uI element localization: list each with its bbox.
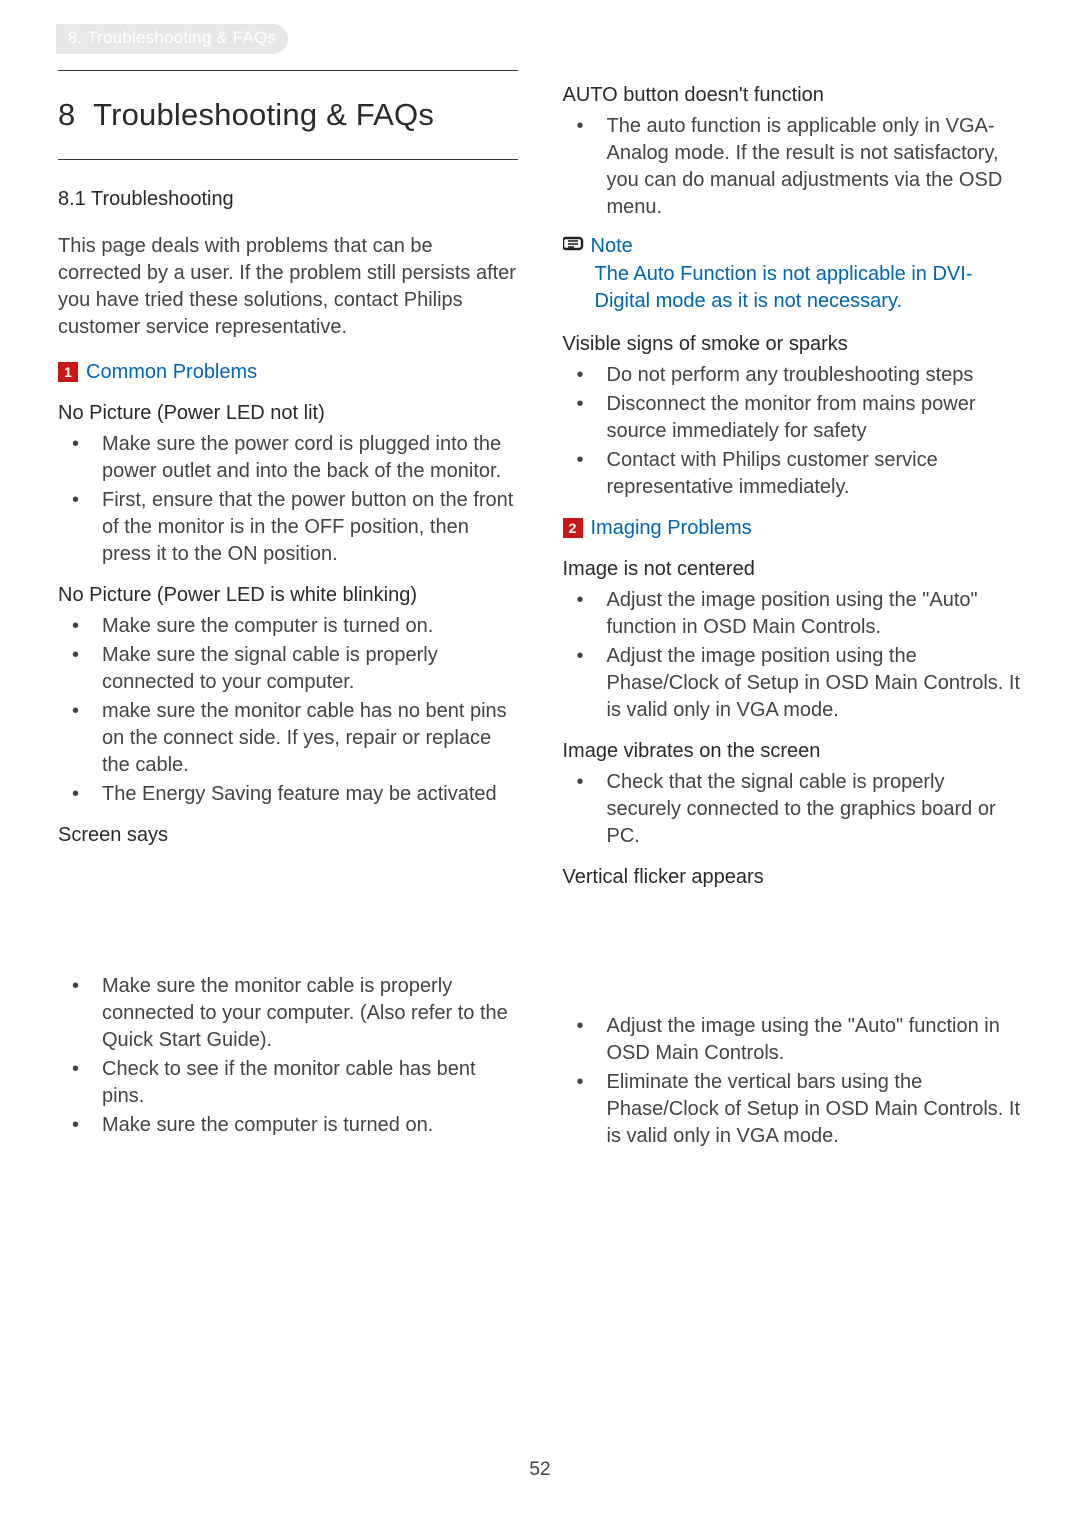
list-item: Make sure the signal cable is properly c… xyxy=(58,642,518,696)
list-item: Eliminate the vertical bars using the Ph… xyxy=(563,1069,1023,1150)
list-item: Make sure the computer is turned on. xyxy=(58,1112,518,1139)
rule-bottom xyxy=(58,159,518,160)
note-block: Note The Auto Function is not applicable… xyxy=(563,235,1023,315)
list-auto: The auto function is applicable only in … xyxy=(563,113,1023,221)
list-smoke: Do not perform any troubleshooting steps… xyxy=(563,362,1023,501)
numbered-heading-1-label: Common Problems xyxy=(86,361,257,383)
list-item: Check to see if the monitor cable has be… xyxy=(58,1056,518,1110)
list-item: Make sure the monitor cable is properly … xyxy=(58,973,518,1054)
note-body: The Auto Function is not applicable in D… xyxy=(563,261,1023,315)
numbered-heading-2: 2 Imaging Problems xyxy=(563,517,1023,540)
list-item: Adjust the image position using the "Aut… xyxy=(563,587,1023,641)
left-column: 8 Troubleshooting & FAQs 8.1 Troubleshoo… xyxy=(58,70,518,1162)
list-item: Adjust the image position using the Phas… xyxy=(563,643,1023,724)
page-content: 8 Troubleshooting & FAQs 8.1 Troubleshoo… xyxy=(58,70,1022,1162)
list-item: Check that the signal cable is properly … xyxy=(563,769,1023,850)
numbered-heading-1: 1 Common Problems xyxy=(58,361,518,384)
subheading-no-picture-blinking: No Picture (Power LED is white blinking) xyxy=(58,584,518,607)
list-item: Make sure the computer is turned on. xyxy=(58,613,518,640)
subheading-auto-button: AUTO button doesn't function xyxy=(563,84,1023,107)
page-number: 52 xyxy=(0,1459,1080,1481)
list-blinking: Make sure the computer is turned on. Mak… xyxy=(58,613,518,808)
list-item: The auto function is applicable only in … xyxy=(563,113,1023,221)
right-column: AUTO button doesn't function The auto fu… xyxy=(563,70,1023,1162)
list-item: The Energy Saving feature may be activat… xyxy=(58,781,518,808)
note-label: Note xyxy=(591,235,633,257)
list-item: Disconnect the monitor from mains power … xyxy=(563,391,1023,445)
list-screen-says: Make sure the monitor cable is properly … xyxy=(58,973,518,1139)
list-item: Do not perform any troubleshooting steps xyxy=(563,362,1023,389)
subheading-vertical-flicker: Vertical flicker appears xyxy=(563,866,1023,889)
image-placeholder-gap xyxy=(563,895,1023,1013)
list-item: First, ensure that the power button on t… xyxy=(58,487,518,568)
subheading-no-picture-led-off: No Picture (Power LED not lit) xyxy=(58,402,518,425)
numbered-heading-2-label: Imaging Problems xyxy=(591,517,752,539)
note-icon xyxy=(563,235,585,261)
subheading-smoke: Visible signs of smoke or sparks xyxy=(563,333,1023,356)
note-heading: Note xyxy=(563,235,1023,261)
list-centered: Adjust the image position using the "Aut… xyxy=(563,587,1023,724)
list-item: Make sure the power cord is plugged into… xyxy=(58,431,518,485)
list-vertical-flicker: Adjust the image using the "Auto" functi… xyxy=(563,1013,1023,1150)
list-item: make sure the monitor cable has no bent … xyxy=(58,698,518,779)
header-breadcrumb: 8. Troubleshooting & FAQs xyxy=(56,24,288,54)
subheading-centered: Image is not centered xyxy=(563,558,1023,581)
list-led-off: Make sure the power cord is plugged into… xyxy=(58,431,518,568)
image-placeholder-gap xyxy=(58,853,518,973)
chapter-title: 8 Troubleshooting & FAQs xyxy=(58,71,518,159)
subheading-screen-says: Screen says xyxy=(58,824,518,847)
list-item: Adjust the image using the "Auto" functi… xyxy=(563,1013,1023,1067)
number-badge-1: 1 xyxy=(58,362,78,382)
section-title: 8.1 Troubleshooting xyxy=(58,188,518,211)
list-vibrates: Check that the signal cable is properly … xyxy=(563,769,1023,850)
subheading-vibrates: Image vibrates on the screen xyxy=(563,740,1023,763)
chapter-text: Troubleshooting & FAQs xyxy=(93,97,434,132)
list-item: Contact with Philips customer service re… xyxy=(563,447,1023,501)
number-badge-2: 2 xyxy=(563,518,583,538)
chapter-number: 8 xyxy=(58,97,75,132)
intro-paragraph: This page deals with problems that can b… xyxy=(58,233,518,341)
